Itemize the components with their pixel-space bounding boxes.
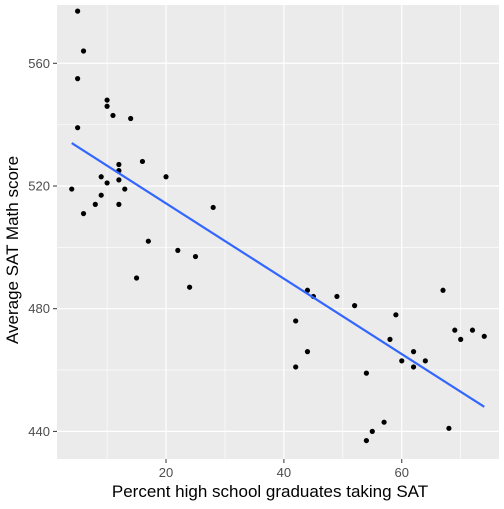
- data-point: [110, 112, 116, 119]
- data-point: [469, 327, 476, 333]
- data-point: [399, 358, 405, 364]
- y-axis-label: Average SAT Math score: [3, 156, 22, 344]
- data-point: [293, 364, 299, 370]
- data-point: [80, 48, 87, 54]
- data-point: [481, 333, 487, 339]
- data-point: [98, 192, 104, 198]
- data-point: [440, 287, 446, 293]
- data-point: [304, 287, 311, 293]
- data-point: [410, 349, 417, 355]
- data-point: [116, 201, 122, 207]
- data-point: [75, 8, 81, 14]
- data-point: [75, 125, 81, 131]
- grid-lines: [57, 5, 499, 459]
- axis-ticks: 20 40 60 440 480 520 560: [28, 56, 409, 480]
- data-point: [122, 186, 128, 192]
- data-point: [163, 174, 169, 180]
- data-point: [187, 284, 193, 290]
- x-tick-label: 60: [395, 465, 409, 480]
- data-point: [352, 303, 358, 309]
- x-tick-label: 40: [277, 465, 291, 480]
- data-point: [98, 174, 104, 180]
- data-point: [422, 358, 428, 364]
- data-point: [210, 204, 216, 211]
- data-point: [69, 186, 75, 192]
- data-point: [75, 76, 81, 82]
- data-point: [116, 177, 122, 183]
- y-tick-label: 440: [28, 424, 50, 439]
- x-tick-label: 20: [159, 465, 173, 480]
- data-point: [381, 419, 387, 425]
- data-point: [175, 247, 181, 254]
- data-point: [145, 238, 151, 244]
- data-point: [139, 158, 146, 165]
- data-point: [304, 349, 311, 355]
- data-point: [393, 312, 399, 318]
- x-axis-label: Percent high school graduates taking SAT: [112, 482, 428, 501]
- data-point: [446, 425, 452, 431]
- data-point: [104, 103, 110, 109]
- data-point: [363, 437, 369, 444]
- data-point: [80, 210, 87, 217]
- plot-panel: [57, 5, 499, 459]
- y-tick-label: 480: [28, 301, 50, 316]
- data-point: [369, 428, 375, 434]
- fit-line-layer: [71, 142, 485, 408]
- data-point: [410, 364, 417, 370]
- data-point: [363, 370, 369, 376]
- data-point: [334, 293, 340, 300]
- data-point: [133, 275, 140, 281]
- y-tick-label: 520: [28, 178, 50, 193]
- data-point: [116, 161, 122, 168]
- data-points: [69, 8, 487, 444]
- y-tick-label: 560: [28, 56, 50, 71]
- data-point: [452, 327, 458, 333]
- data-point: [192, 253, 199, 260]
- data-point: [458, 336, 464, 342]
- data-point: [92, 201, 98, 207]
- data-point: [387, 336, 393, 342]
- data-point: [104, 180, 110, 186]
- data-point: [128, 115, 134, 122]
- data-point: [104, 97, 110, 103]
- regression-line: [71, 142, 485, 408]
- data-point: [293, 318, 299, 324]
